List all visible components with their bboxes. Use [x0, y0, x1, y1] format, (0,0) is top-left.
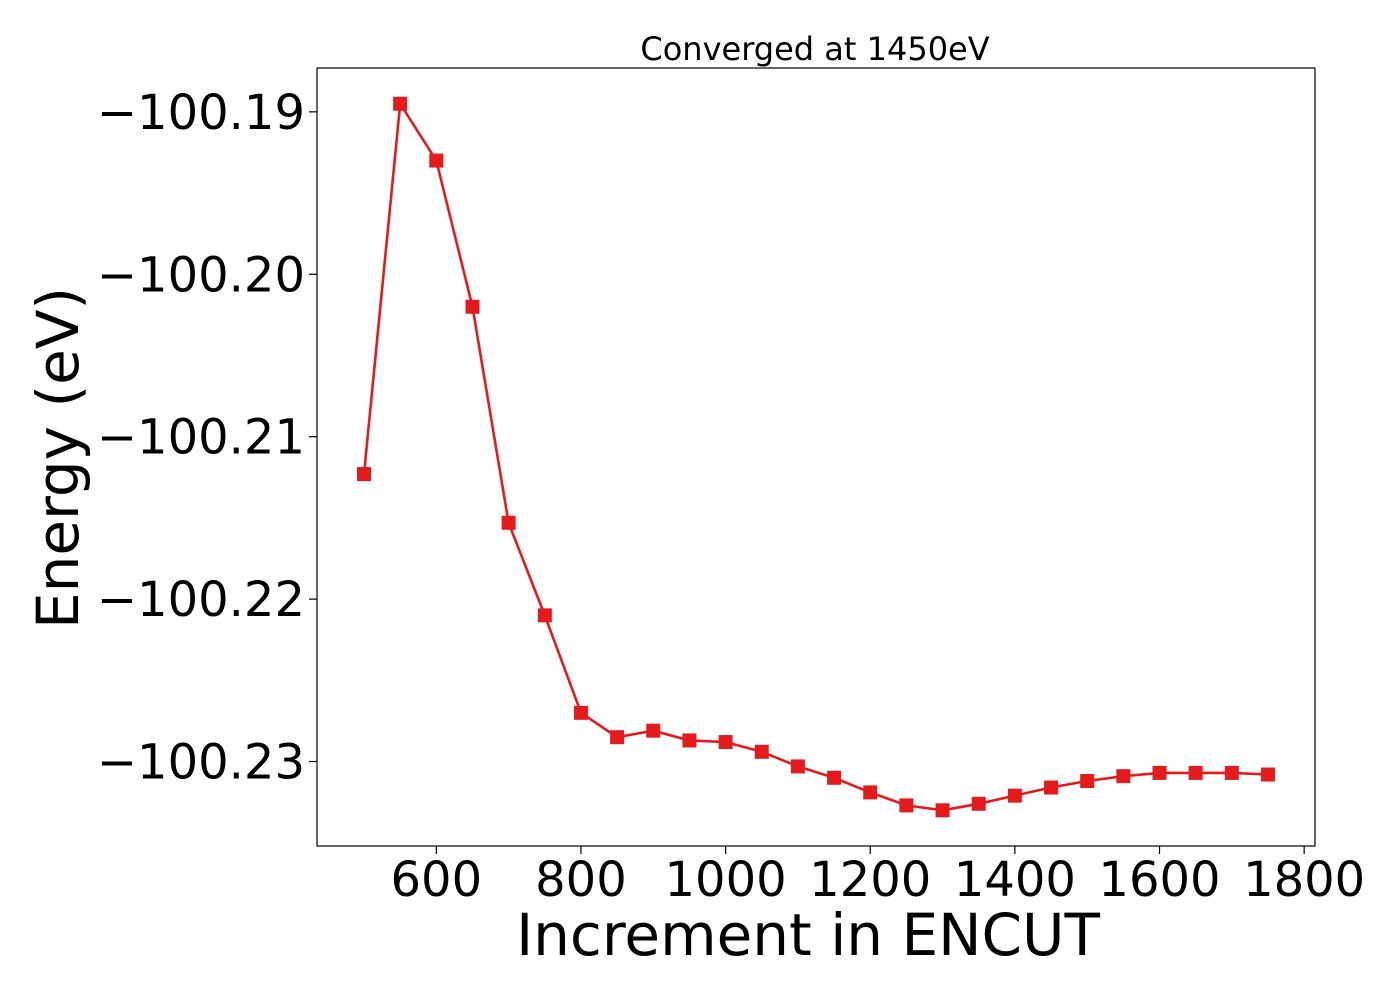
data-point-marker [1007, 788, 1022, 803]
series-layer [357, 96, 1275, 818]
data-point-marker [1224, 765, 1239, 780]
y-tick-label: −100.19 [97, 85, 305, 141]
x-tick-label: 1800 [1243, 852, 1365, 908]
series-line [362, 99, 1269, 812]
x-tick-label: 600 [391, 852, 483, 908]
x-axis: 600 800 1000 1200 1400 1600 1800 [391, 846, 1365, 908]
data-point-marker [1116, 769, 1131, 784]
y-axis-label: Energy (eV) [24, 287, 92, 629]
x-tick-label: 800 [535, 852, 627, 908]
data-point-marker [646, 723, 661, 738]
x-axis-label: Increment in ENCUT [516, 901, 1100, 969]
plot-area [316, 67, 1316, 847]
plot-frame [316, 67, 1316, 847]
x-tick-label: 1000 [665, 852, 787, 908]
y-tick-label: −100.22 [97, 572, 305, 628]
data-point-marker [429, 153, 444, 168]
data-point-marker [863, 785, 878, 800]
data-point-marker [718, 735, 733, 750]
y-axis: −100.19 −100.20 −100.21 −100.22 −100.23 [97, 85, 317, 791]
data-point-marker [827, 770, 842, 785]
x-tick-label: 1600 [1098, 852, 1220, 908]
data-point-marker [573, 705, 588, 720]
x-tick-label: 1200 [809, 852, 931, 908]
data-point-marker [357, 467, 372, 482]
data-point-marker [1152, 765, 1167, 780]
data-point-marker [501, 515, 516, 530]
y-tick-label: −100.20 [97, 247, 305, 303]
data-point-marker [790, 759, 805, 774]
data-point-marker [1260, 767, 1275, 782]
chart-title: Converged at 1450eV [640, 30, 989, 68]
y-tick-label: −100.23 [97, 735, 305, 791]
data-point-marker [1044, 780, 1059, 795]
data-point-marker [899, 798, 914, 813]
data-point-marker [1188, 765, 1203, 780]
data-point-marker [465, 299, 480, 314]
data-point-marker [610, 730, 625, 745]
data-point-marker [1080, 774, 1095, 789]
data-point-marker [754, 744, 769, 759]
data-point-marker [682, 733, 697, 748]
data-point-marker [537, 608, 552, 623]
data-point-marker [971, 796, 986, 811]
y-tick-label: −100.21 [97, 410, 305, 466]
data-point-marker [935, 803, 950, 818]
data-point-marker [393, 96, 408, 111]
x-tick-label: 1400 [954, 852, 1076, 908]
